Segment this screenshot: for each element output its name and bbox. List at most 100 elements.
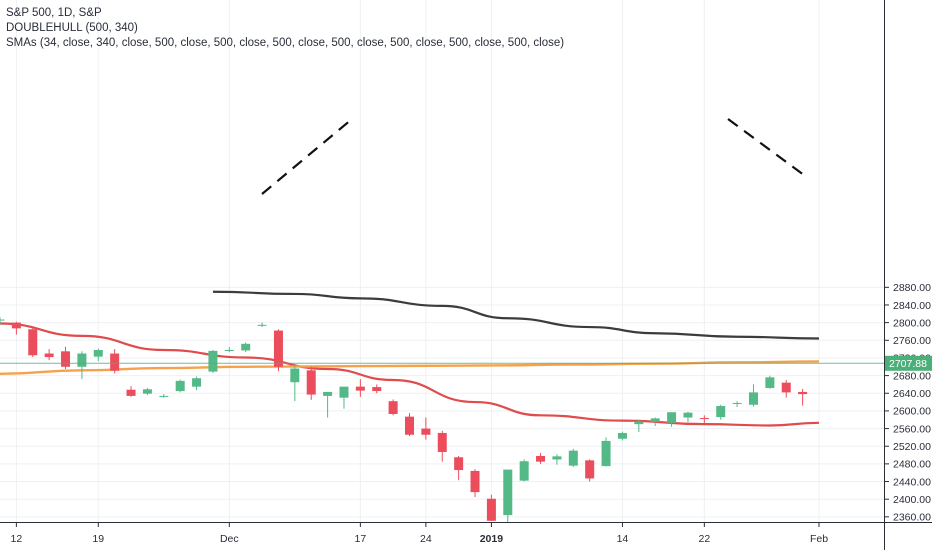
candle-body bbox=[486, 498, 496, 521]
candle bbox=[110, 349, 120, 374]
candle-body bbox=[257, 324, 267, 326]
time-axis[interactable]: 12 19 Dec 17 24 2019 14 22 Feb bbox=[11, 523, 829, 545]
candle bbox=[355, 379, 365, 397]
x-tick-label: 17 bbox=[355, 533, 367, 545]
candle bbox=[323, 391, 333, 418]
candle bbox=[798, 388, 808, 406]
candle-body bbox=[667, 412, 677, 423]
candle bbox=[126, 386, 136, 397]
candle-body bbox=[552, 456, 562, 460]
candle-body bbox=[290, 368, 300, 383]
candle-body bbox=[405, 416, 414, 435]
candle bbox=[224, 346, 234, 353]
candle bbox=[519, 459, 529, 482]
y-tick-label: 2800.00 bbox=[893, 317, 931, 329]
candle bbox=[601, 437, 611, 467]
candles bbox=[0, 317, 808, 523]
price-axis-background[interactable] bbox=[885, 0, 932, 522]
candle bbox=[208, 349, 218, 373]
time-axis-background[interactable] bbox=[0, 523, 884, 550]
candle bbox=[44, 349, 54, 361]
candle bbox=[585, 459, 595, 482]
sma-fast-line bbox=[0, 322, 820, 427]
candle-body bbox=[519, 461, 529, 481]
candle bbox=[241, 342, 251, 353]
candle bbox=[765, 375, 775, 389]
y-tick-label: 2840.00 bbox=[893, 300, 931, 312]
candle bbox=[388, 399, 398, 416]
x-tick-label: Feb bbox=[810, 533, 828, 545]
candle-body bbox=[601, 440, 611, 467]
candle-body bbox=[421, 428, 431, 435]
symbol-title[interactable]: S&P 500, 1D, S&P bbox=[6, 7, 102, 19]
candle-body bbox=[634, 421, 644, 425]
dashed-trendlines[interactable] bbox=[261, 118, 809, 195]
x-tick-label: 24 bbox=[420, 533, 432, 545]
candle bbox=[683, 411, 693, 422]
y-tick-label: 2400.00 bbox=[893, 494, 931, 506]
candle-body bbox=[93, 349, 103, 357]
candle bbox=[273, 329, 283, 372]
candle bbox=[61, 346, 71, 369]
candle bbox=[470, 469, 480, 497]
candle-body bbox=[650, 418, 660, 422]
candle-body bbox=[77, 353, 87, 367]
candle bbox=[667, 412, 677, 427]
candle bbox=[421, 417, 431, 440]
candle bbox=[11, 321, 21, 335]
candle bbox=[732, 401, 742, 407]
candle-body bbox=[798, 391, 808, 395]
y-tick-label: 2360.00 bbox=[893, 512, 931, 524]
candle bbox=[257, 322, 267, 328]
candle bbox=[716, 404, 726, 420]
x-tick-label: Dec bbox=[220, 533, 239, 545]
x-tick-label: 22 bbox=[698, 533, 710, 545]
indicator-doublehull[interactable]: DOUBLEHULL (500, 340) bbox=[6, 22, 138, 34]
candle-body bbox=[11, 322, 21, 329]
candle-body bbox=[716, 406, 726, 418]
candle-body bbox=[339, 386, 349, 398]
candle bbox=[486, 494, 496, 521]
candle bbox=[650, 417, 660, 426]
y-tick-label: 2880.00 bbox=[893, 282, 931, 294]
candle-body bbox=[781, 382, 791, 393]
candle-body bbox=[44, 353, 54, 358]
x-tick-label: 12 bbox=[11, 533, 23, 545]
candle bbox=[437, 430, 447, 462]
candle bbox=[142, 387, 152, 396]
candle-body bbox=[388, 401, 398, 414]
sma-slow-line bbox=[212, 290, 820, 340]
last-price-label: 2707.88 bbox=[889, 358, 927, 370]
candle bbox=[568, 448, 578, 467]
candle bbox=[306, 366, 316, 400]
dashed-trendline-right[interactable] bbox=[727, 118, 809, 179]
candle-body bbox=[683, 412, 693, 418]
candle bbox=[192, 376, 202, 391]
y-tick-label: 2600.00 bbox=[893, 406, 931, 418]
candle-body bbox=[126, 389, 136, 396]
candle-body bbox=[273, 330, 283, 367]
candle-body bbox=[142, 389, 152, 394]
candle-body bbox=[241, 343, 251, 351]
candle bbox=[454, 455, 464, 481]
candle-body bbox=[437, 432, 447, 452]
candle bbox=[93, 348, 103, 362]
candle bbox=[781, 380, 791, 398]
indicator-smas[interactable]: SMAs (34, close, 340, close, 500, close,… bbox=[6, 37, 565, 49]
candle-body bbox=[748, 392, 758, 405]
candle-body bbox=[208, 350, 218, 372]
candle-body bbox=[28, 329, 38, 356]
y-tick-label: 2440.00 bbox=[893, 476, 931, 488]
candle bbox=[503, 469, 513, 523]
candle-body bbox=[470, 470, 480, 493]
y-tick-label: 2560.00 bbox=[893, 423, 931, 435]
candle bbox=[536, 452, 546, 464]
candle-body bbox=[585, 460, 595, 479]
candle-body bbox=[306, 370, 316, 395]
y-tick-label: 2760.00 bbox=[893, 335, 931, 347]
candle bbox=[339, 386, 349, 409]
x-tick-label: 14 bbox=[617, 533, 629, 545]
candle bbox=[28, 328, 38, 358]
